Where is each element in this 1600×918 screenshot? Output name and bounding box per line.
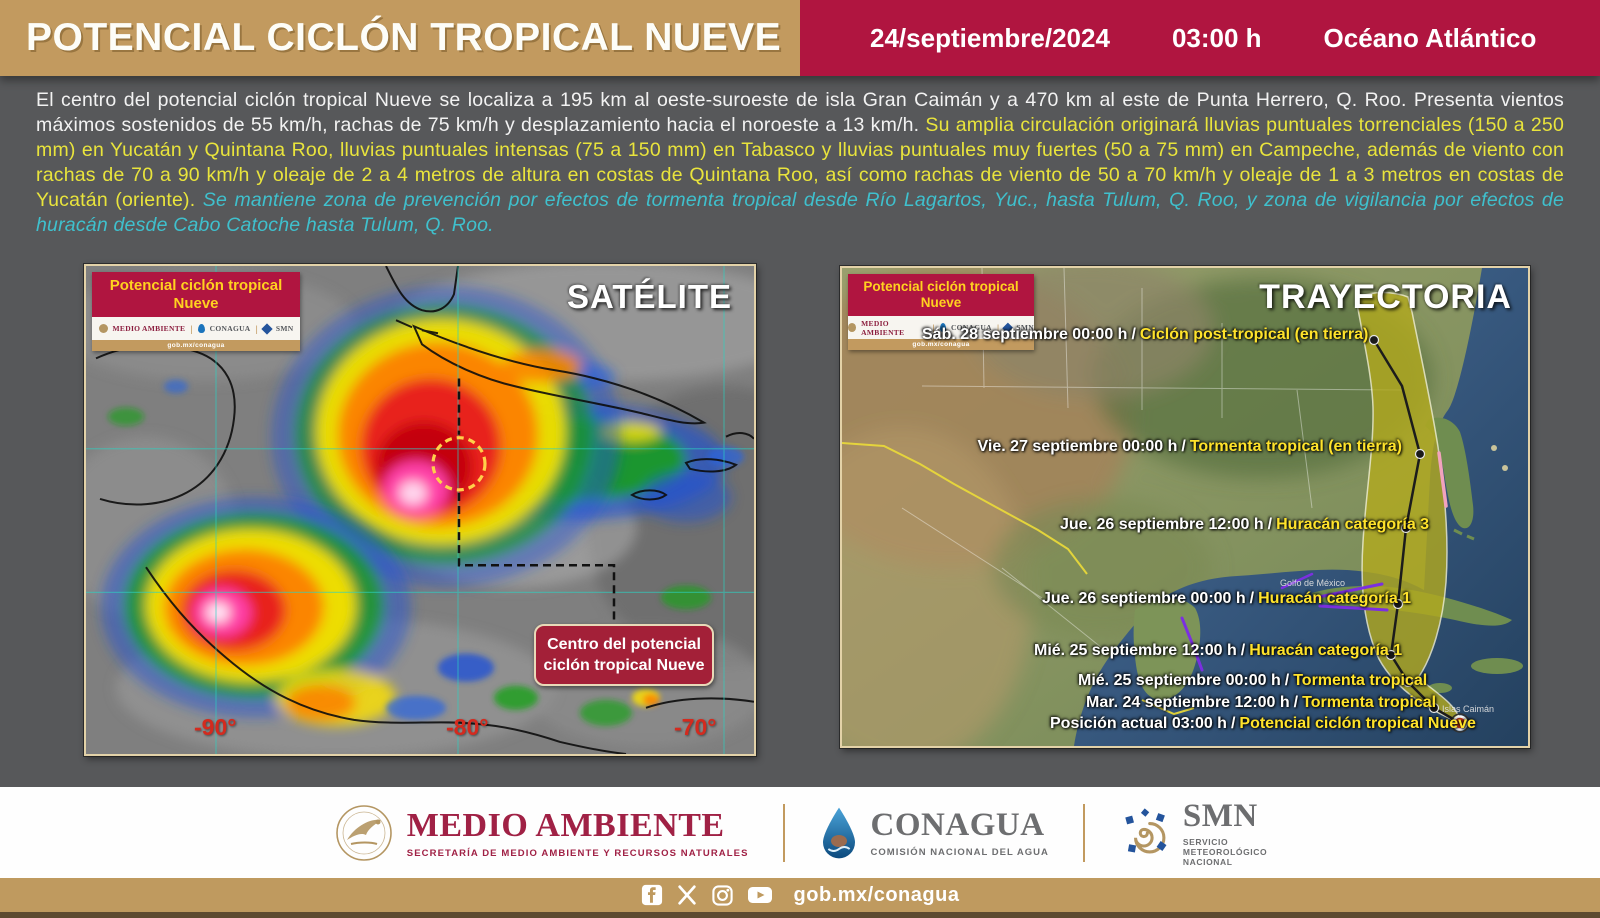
mini-eagle-logo — [98, 324, 108, 333]
smn-logo-block: SMN SERVICIO METEOROLÓGICO NACIONAL — [1119, 798, 1267, 867]
longitude-label-90: -90° — [194, 714, 237, 740]
page-title: POTENCIAL CICLÓN TROPICAL NUEVE — [26, 16, 782, 59]
storm-center-label: Centro del potencial ciclón tropical Nue… — [534, 624, 714, 686]
bulletin-date: 24/septiembre/2024 — [870, 22, 1110, 53]
satellite-map-panel: Potencial ciclón tropical Nueve MEDIO AM… — [84, 264, 756, 756]
timeline-label-current: Posición actual 03:00 h / Potencial ciclón… — [1050, 715, 1476, 732]
water-drop-icon — [822, 807, 855, 858]
timeline-label-thu26-00: Jue. 26 septiembre 00:00 h / Huracán categ… — [1042, 590, 1412, 607]
timeline-label-tue24-12: Mar. 24 septiembre 12:00 h / Tormenta trop… — [1086, 694, 1437, 711]
header-meta-section: 24/septiembre/2024 03:00 h Océano Atlánt… — [800, 0, 1600, 76]
timeline-label-wed25-00: Mié. 25 septiembre 00:00 h / Tormenta trop… — [1078, 672, 1428, 689]
center-callout-line — [457, 492, 616, 626]
bulletin-text-watchzone: Se mantiene zona de prevención por efect… — [36, 189, 1564, 236]
smn-name: SMN — [1182, 798, 1258, 834]
mini-conagua-logo — [939, 323, 946, 332]
medio-ambiente-logo-block: MEDIO AMBIENTE SECRETARÍA DE MEDIO AMBIE… — [333, 802, 749, 864]
badge-strip: gob.mx/conagua — [848, 339, 1034, 350]
cayman-label: Islas Caimán — [1442, 704, 1494, 714]
badge-title: Potencial ciclón tropical Nueve — [92, 272, 300, 317]
current-position-marker — [1452, 715, 1468, 731]
forecast-waypoints — [1368, 334, 1440, 714]
medio-ambiente-subtitle: SECRETARÍA DE MEDIO AMBIENTE Y RECURSOS … — [406, 847, 749, 859]
timeline-label-thu26-12: Jue. 26 septiembre 12:00 h / Huracán categ… — [1060, 516, 1430, 533]
x-icon — [676, 884, 698, 906]
badge-strip: gob.mx/conagua — [92, 340, 300, 351]
header-title-section: POTENCIAL CICLÓN TROPICAL NUEVE — [0, 0, 800, 76]
conagua-subtitle: COMISIÓN NACIONAL DEL AGUA — [870, 847, 1049, 858]
bulletin-text-position: El centro del potencial ciclón tropical … — [36, 89, 1564, 136]
logo-separator — [782, 803, 785, 862]
trajectory-map-image: Golfo de México Islas Caimán — [842, 268, 1528, 746]
longitude-label-80: -80° — [446, 714, 489, 740]
medio-ambiente-name: MEDIO AMBIENTE — [406, 806, 725, 844]
longitude-label-70: -70° — [674, 714, 717, 740]
bulletin-region: Océano Atlántico — [1323, 22, 1537, 53]
smn-spiral-icon — [1125, 807, 1167, 853]
gulf-label: Golfo de México — [1280, 578, 1345, 588]
satellite-panel-title: SATÉLITE — [566, 278, 732, 315]
footer-logos-bar: MEDIO AMBIENTE SECRETARÍA DE MEDIO AMBIE… — [0, 787, 1600, 878]
bulletin-text-warning: Su amplia circulación originará lluvias … — [36, 114, 1564, 211]
facebook-icon — [641, 884, 663, 906]
trajectory-map-panel: Golfo de México Islas Caimán Potencial c… — [840, 266, 1530, 748]
eagle-emblem-icon — [335, 804, 392, 861]
mini-conagua-logo — [197, 324, 205, 333]
bulletin-paragraph: El centro del potencial ciclón tropical … — [36, 88, 1564, 238]
logo-separator — [1082, 803, 1085, 862]
youtube-icon — [747, 885, 773, 905]
gob-mx-url: gob.mx/conagua — [793, 883, 960, 906]
badge-logos: MEDIO AMBIENTE | CONAGUA | SMN — [848, 316, 1034, 339]
smn-subtitle: SERVICIO METEOROLÓGICO NACIONAL — [1182, 837, 1268, 867]
header-bar: POTENCIAL CICLÓN TROPICAL NUEVE 24/septi… — [0, 0, 1600, 76]
trajectory-map-badge: Potencial ciclón tropical Nueve MEDIO AM… — [848, 274, 1034, 350]
trajectory-panel-title: TRAYECTORIA — [1259, 278, 1512, 316]
timeline-label-sat28: Sáb. 28 septiembre 00:00 h / Ciclón post-t… — [922, 326, 1369, 343]
social-bar: gob.mx/conagua — [0, 878, 1600, 918]
timeline-label-fri27: Vie. 27 septiembre 00:00 h / Tormenta trop… — [977, 438, 1402, 455]
satellite-map-badge: Potencial ciclón tropical Nueve MEDIO AM… — [92, 272, 300, 351]
mini-eagle-logo — [848, 323, 857, 332]
conagua-name: CONAGUA — [870, 807, 1045, 843]
bulletin-time: 03:00 h — [1171, 22, 1262, 53]
mini-smn-logo — [261, 322, 273, 335]
badge-title: Potencial ciclón tropical Nueve — [848, 274, 1034, 316]
instagram-icon — [711, 884, 734, 907]
storm-center-marker — [431, 436, 487, 492]
conagua-logo-block: CONAGUA COMISIÓN NACIONAL DEL AGUA — [819, 806, 1049, 860]
timeline-label-wed25-12: Mié. 25 septiembre 12:00 h / Huracán categ… — [1034, 642, 1403, 659]
badge-logos: MEDIO AMBIENTE | CONAGUA | SMN — [92, 317, 300, 340]
